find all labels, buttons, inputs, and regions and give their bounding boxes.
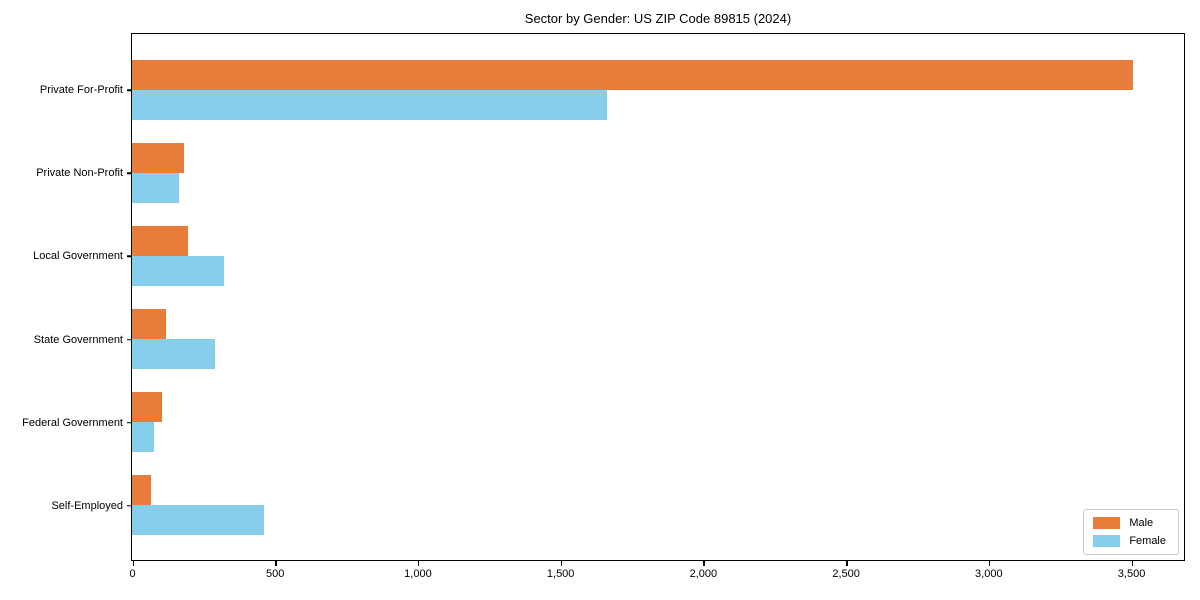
legend-swatch-male xyxy=(1093,517,1121,529)
bar-female-state-government xyxy=(132,339,215,370)
x-tick-mark xyxy=(846,561,848,566)
y-tick-label-federal-government: Federal Government xyxy=(22,416,123,429)
y-tick-mark xyxy=(127,422,131,424)
bar-male-self-employed xyxy=(132,475,152,506)
y-tick-label-local-government: Local Government xyxy=(33,250,123,263)
y-tick-mark xyxy=(127,338,131,341)
bar-male-local-government xyxy=(132,225,189,256)
y-tick-mark xyxy=(127,172,131,175)
bar-male-private-for-profit xyxy=(132,59,1134,90)
bar-female-private-non-profit xyxy=(132,172,180,203)
x-tick-label-0: 0 xyxy=(129,568,136,580)
x-tick-label-500: 500 xyxy=(266,568,285,580)
bar-male-federal-government xyxy=(132,392,162,423)
x-tick-label-3000: 3,000 xyxy=(975,568,1003,580)
y-tick-label-private-for-profit: Private For-Profit xyxy=(39,84,123,97)
x-tick-label-3500: 3,500 xyxy=(1117,568,1146,580)
bar-male-private-non-profit xyxy=(132,142,185,173)
bar-female-self-employed xyxy=(132,505,264,536)
y-tick-mark xyxy=(127,89,131,91)
x-tick-mark xyxy=(703,561,705,566)
chart-title: Sector by Gender: US ZIP Code 89815 (202… xyxy=(524,11,792,26)
legend-label-female: Female xyxy=(1129,535,1166,547)
x-tick-mark xyxy=(988,561,991,566)
y-tick-label-self-employed: Self-Employed xyxy=(51,499,123,512)
bar-male-state-government xyxy=(132,309,167,340)
legend-swatch-female xyxy=(1093,535,1121,547)
legend-label-male: Male xyxy=(1129,517,1154,529)
x-tick-mark xyxy=(560,561,563,566)
y-tick-label-private-non-profit: Private Non-Profit xyxy=(36,167,123,180)
x-tick-label-1000: 1,000 xyxy=(404,568,432,580)
x-tick-label-2000: 2,000 xyxy=(689,568,718,580)
legend: Male Female xyxy=(1083,509,1179,555)
y-tick-label-state-government: State Government xyxy=(33,333,123,346)
bar-female-local-government xyxy=(132,255,224,286)
legend-entry-male: Male xyxy=(1093,517,1166,529)
y-tick-mark xyxy=(127,255,131,258)
y-tick-mark xyxy=(127,505,131,507)
x-tick-mark xyxy=(1131,561,1134,566)
x-tick-label-2500: 2,500 xyxy=(832,568,860,580)
x-tick-mark xyxy=(417,561,420,566)
x-tick-mark xyxy=(275,561,277,566)
x-tick-label-1500: 1,500 xyxy=(546,568,575,580)
legend-entry-female: Female xyxy=(1093,535,1166,547)
bar-female-federal-government xyxy=(132,422,155,453)
plot-area: Male Female xyxy=(131,33,1185,561)
bar-female-private-for-profit xyxy=(132,89,608,120)
x-tick-mark xyxy=(132,561,134,566)
